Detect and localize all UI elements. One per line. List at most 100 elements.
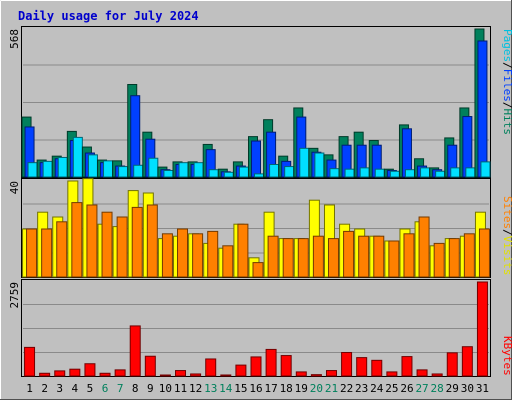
bar-pages-day-10 xyxy=(163,169,174,178)
bar-sites-day-23 xyxy=(358,235,370,278)
bar-pages-day-19 xyxy=(299,147,310,178)
day-label-11: 11 xyxy=(174,382,187,395)
day-label-18: 18 xyxy=(280,382,293,395)
day-label-29: 29 xyxy=(446,382,459,395)
bar-files-day-31 xyxy=(477,40,488,178)
legend-part-3: / xyxy=(501,102,512,109)
bar-kbytes-day-7 xyxy=(114,369,126,377)
day-label-24: 24 xyxy=(370,382,384,395)
panel-mid-ymax-label: 40 xyxy=(8,181,21,194)
bar-sites-day-10 xyxy=(161,233,173,278)
bar-pages-day-17 xyxy=(269,163,280,178)
day-label-16: 16 xyxy=(249,382,262,395)
bar-pages-day-12 xyxy=(193,162,204,178)
legend-part-1: / xyxy=(501,62,512,69)
bar-sites-day-13 xyxy=(207,230,219,278)
legend-part-0: Sites xyxy=(501,196,512,229)
bar-pages-day-4 xyxy=(72,136,83,178)
bar-kbytes-day-15 xyxy=(235,364,247,377)
bar-kbytes-day-9 xyxy=(144,355,156,377)
bar-pages-day-18 xyxy=(284,166,295,178)
bar-pages-day-30 xyxy=(465,167,476,178)
day-label-25: 25 xyxy=(385,382,398,395)
day-label-4: 4 xyxy=(72,382,79,395)
legend-part-4: Hits xyxy=(501,109,512,136)
bar-pages-day-13 xyxy=(208,169,219,178)
bar-pages-day-23 xyxy=(359,167,370,178)
bar-kbytes-day-14 xyxy=(220,374,232,377)
panel-mid-bars xyxy=(22,178,490,278)
bar-kbytes-day-26 xyxy=(401,356,413,377)
bar-sites-day-18 xyxy=(282,238,294,278)
bar-pages-day-27 xyxy=(420,167,431,178)
legend-sites-visits: Sites/Visits xyxy=(501,196,512,276)
bar-pages-day-20 xyxy=(314,152,325,178)
bar-sites-day-8 xyxy=(131,206,143,278)
panel-bot-bars xyxy=(24,281,488,377)
day-label-22: 22 xyxy=(340,382,353,395)
day-label-31: 31 xyxy=(476,382,489,395)
bar-kbytes-day-11 xyxy=(175,370,187,377)
bar-sites-day-20 xyxy=(312,235,324,278)
bar-kbytes-day-25 xyxy=(386,371,398,377)
legend-part-2: Visits xyxy=(501,236,512,276)
bar-sites-day-25 xyxy=(388,240,400,278)
day-label-3: 3 xyxy=(56,382,63,395)
bar-kbytes-day-28 xyxy=(431,373,443,377)
bar-kbytes-day-21 xyxy=(325,370,337,377)
legend-kbytes: KBytes xyxy=(501,336,512,376)
bar-sites-day-26 xyxy=(403,233,415,278)
chart-title: Daily usage for July 2024 xyxy=(18,9,199,23)
bar-sites-day-27 xyxy=(418,216,430,278)
bar-kbytes-day-2 xyxy=(39,372,51,377)
day-label-20: 20 xyxy=(310,382,323,395)
day-label-21: 21 xyxy=(325,382,338,395)
bar-kbytes-day-10 xyxy=(159,374,171,377)
bar-pages-day-25 xyxy=(389,170,400,178)
bar-pages-day-7 xyxy=(118,166,129,178)
day-label-12: 12 xyxy=(189,382,202,395)
day-label-19: 19 xyxy=(295,382,308,395)
bar-pages-day-29 xyxy=(450,167,461,178)
bar-kbytes-day-24 xyxy=(371,359,383,377)
bar-sites-day-14 xyxy=(222,245,234,278)
bar-sites-day-9 xyxy=(146,204,158,278)
bar-kbytes-day-23 xyxy=(356,357,368,377)
day-label-7: 7 xyxy=(117,382,124,395)
bar-kbytes-day-31 xyxy=(476,281,488,377)
bar-sites-day-28 xyxy=(433,242,445,278)
legend-part-2: Files xyxy=(501,69,512,102)
bar-kbytes-day-8 xyxy=(129,325,141,377)
bar-sites-day-11 xyxy=(177,228,189,278)
bar-pages-day-15 xyxy=(238,166,249,178)
bar-sites-day-31 xyxy=(478,228,490,278)
bar-kbytes-day-16 xyxy=(250,356,262,377)
bar-pages-day-11 xyxy=(178,162,189,178)
bar-sites-day-3 xyxy=(56,221,68,278)
panel-bot-ymax-label: 2759 xyxy=(8,282,21,309)
bar-sites-day-29 xyxy=(448,238,460,278)
bar-pages-day-28 xyxy=(435,170,446,178)
day-label-1: 1 xyxy=(26,382,33,395)
day-label-10: 10 xyxy=(159,382,172,395)
bar-sites-day-2 xyxy=(41,228,53,278)
bar-pages-day-22 xyxy=(344,168,355,178)
bar-sites-day-19 xyxy=(297,238,309,278)
bar-kbytes-day-5 xyxy=(84,363,96,377)
bar-kbytes-day-29 xyxy=(446,352,458,377)
bar-kbytes-day-30 xyxy=(461,346,473,377)
day-label-6: 6 xyxy=(102,382,109,395)
day-label-28: 28 xyxy=(431,382,444,395)
bar-kbytes-day-12 xyxy=(190,373,202,377)
legend-part-0: KBytes xyxy=(501,336,512,376)
bar-sites-day-30 xyxy=(463,233,475,278)
day-label-9: 9 xyxy=(147,382,154,395)
bar-sites-day-17 xyxy=(267,235,279,278)
legend-part-0: Pages xyxy=(501,29,512,62)
bar-sites-day-4 xyxy=(71,202,83,278)
bar-files-day-16 xyxy=(251,140,261,178)
bar-pages-day-31 xyxy=(480,161,491,178)
legend-pages-files-hits: Pages/Files/Hits xyxy=(501,29,512,135)
bar-pages-day-1 xyxy=(27,162,38,178)
bar-pages-day-14 xyxy=(223,171,234,178)
